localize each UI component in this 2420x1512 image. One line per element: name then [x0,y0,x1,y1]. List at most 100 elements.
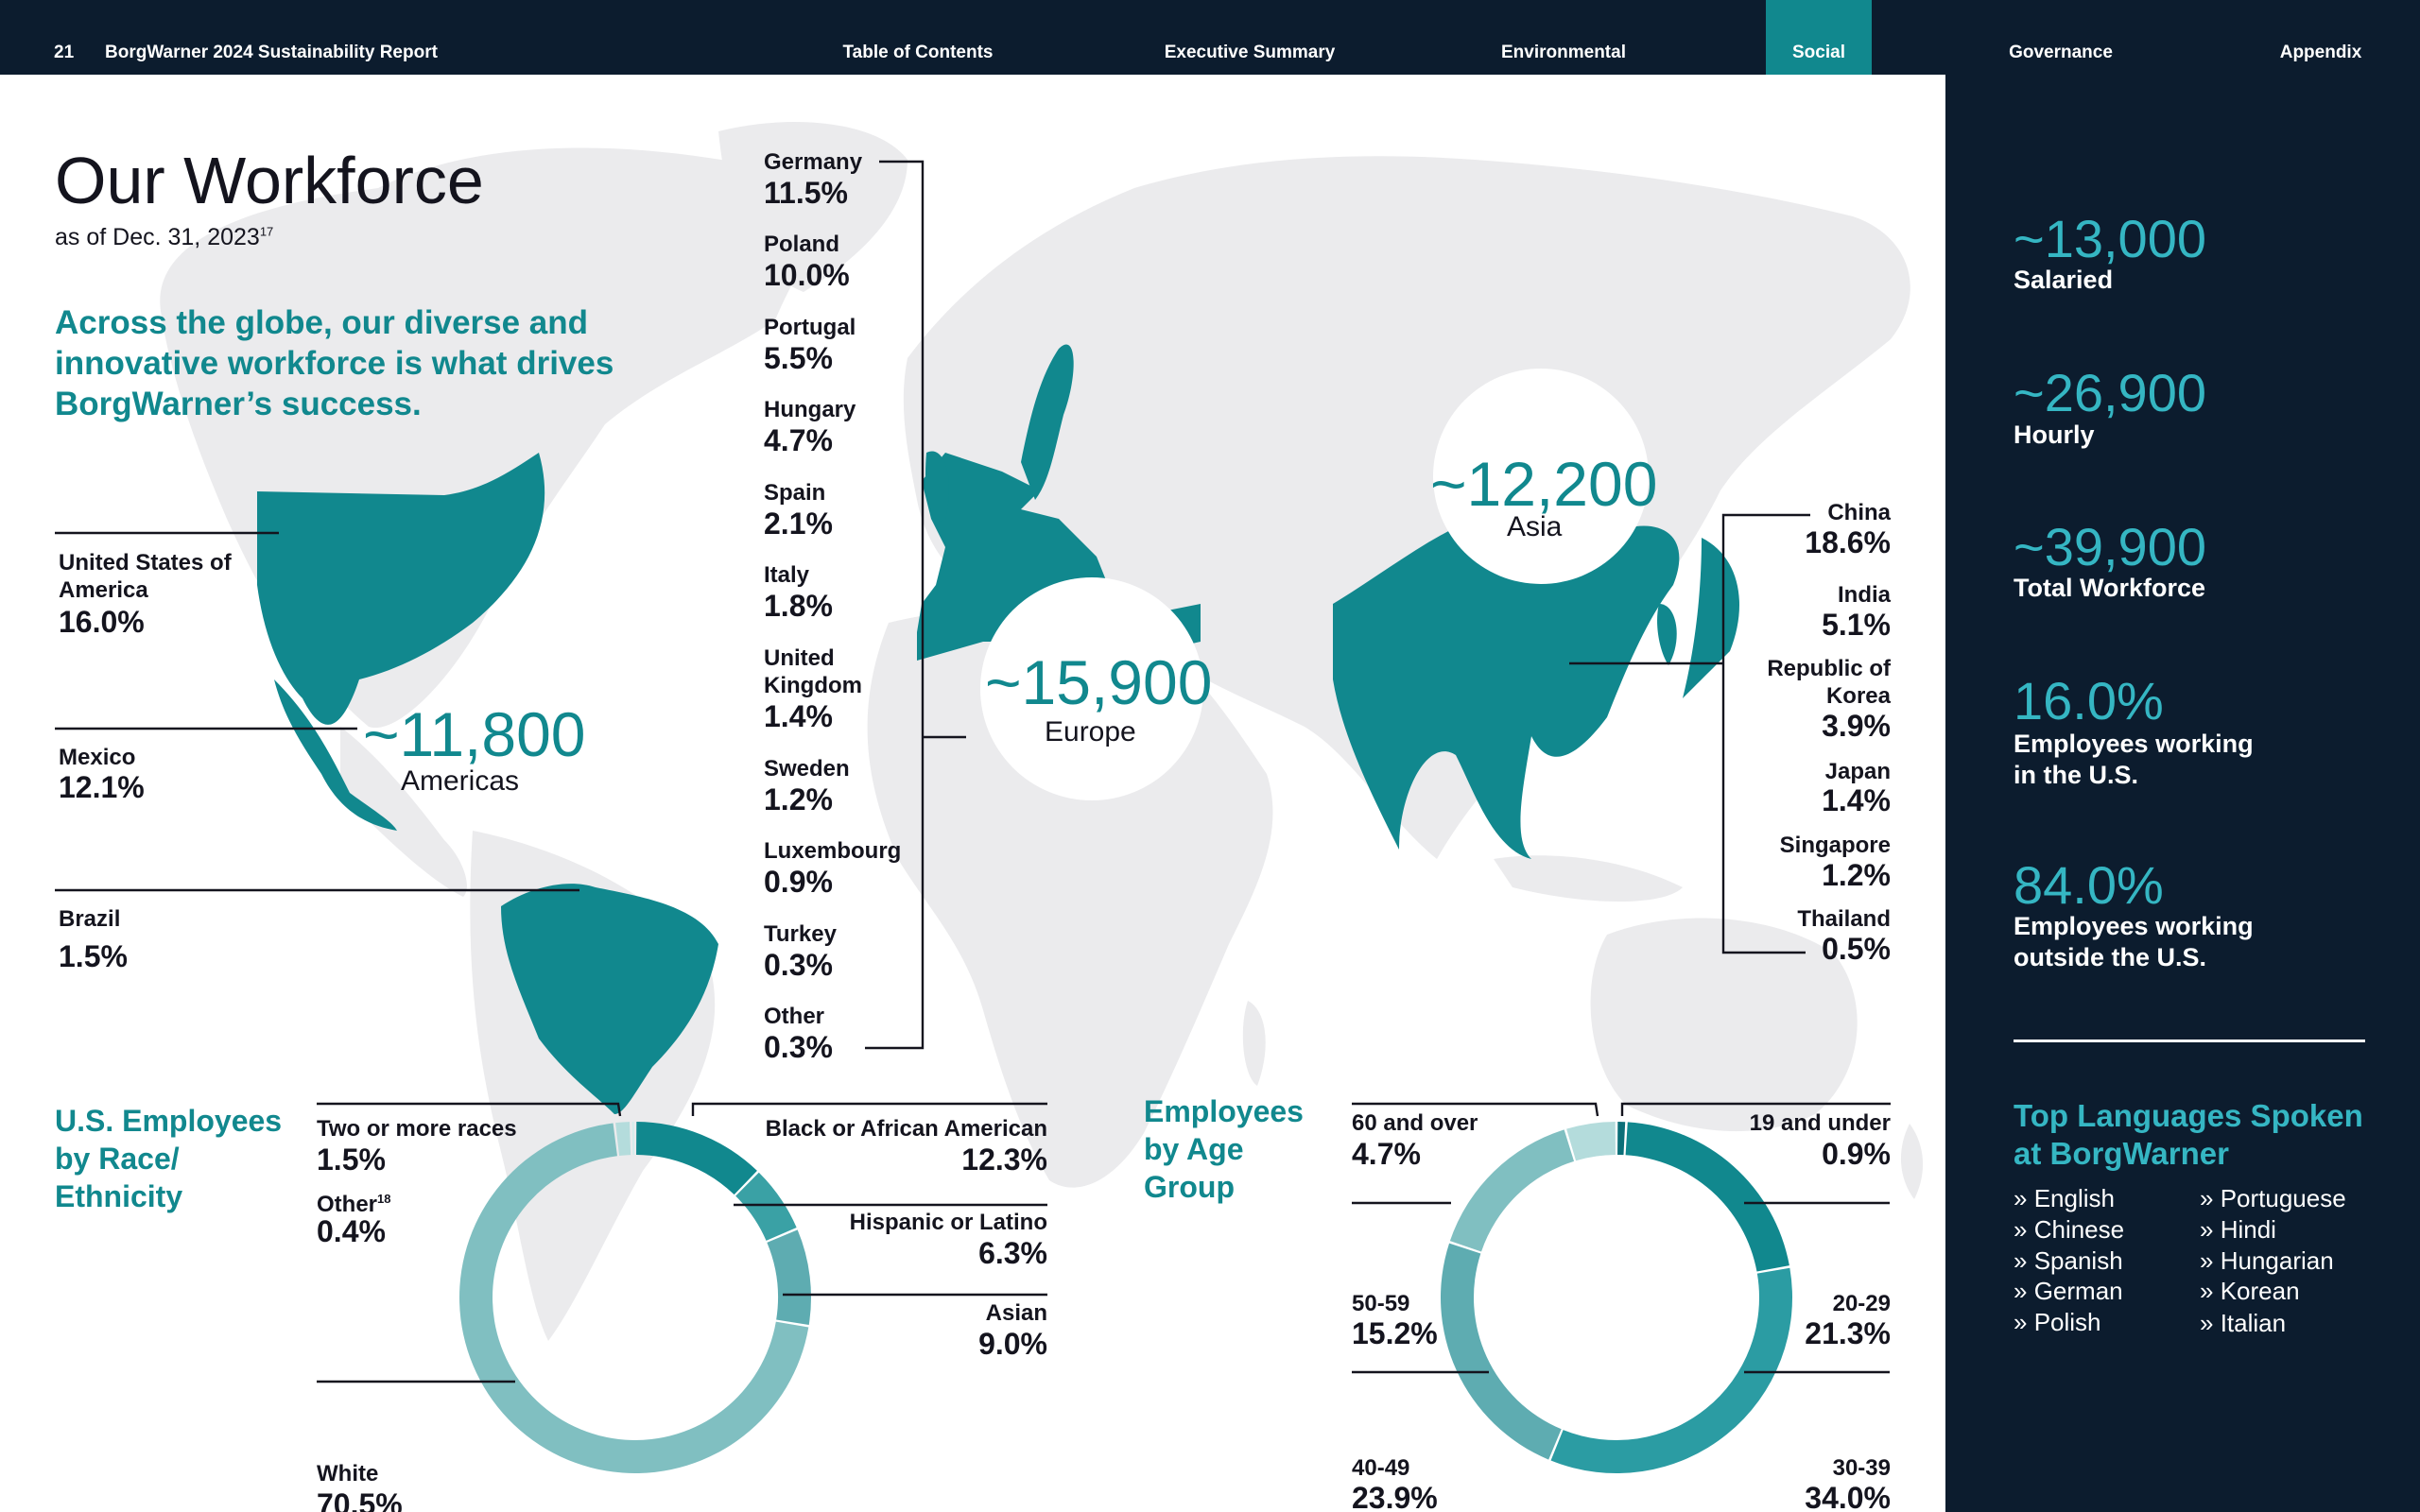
race-value-hispanic: 6.3% [978,1236,1047,1270]
age-label-20-29: 20-29 [1832,1291,1891,1316]
americas-count: ~11,800 [363,699,586,769]
europe-count: ~15,900 [985,647,1213,717]
asia-count: ~12,200 [1430,449,1658,519]
country-label-china: China [1827,500,1891,525]
country-value-singapore: 1.2% [1822,858,1891,892]
country-value-china: 18.6% [1805,525,1891,559]
country-label-usa: United States of America [59,550,232,603]
country-value-turkey: 0.3% [764,948,833,982]
country-label-korea: Republic of Korea [1767,656,1891,709]
report-title: BorgWarner 2024 Sustainability Report [105,43,438,62]
language-name: Italian [2220,1309,2287,1337]
bullet-icon: » [2014,1184,2028,1212]
country-label-poland: Poland [764,232,840,257]
country-label-brazil: Brazil [59,906,121,932]
bullet-icon: » [2014,1215,2028,1244]
nav-environmental[interactable]: Environmental [1501,43,1626,62]
side-stats-panel: ~13,000 Salaried ~26,900 Hourly ~39,900 … [1945,75,2420,1512]
race-value-asian: 9.0% [978,1327,1047,1361]
language-item: » Korean [2200,1277,2300,1306]
age-value-19-and-under: 0.9% [1822,1137,1891,1171]
race-label-other-text: Other [317,1192,378,1217]
americas-region-label: Americas [401,765,520,797]
country-value-japan: 1.4% [1822,783,1891,817]
language-name: Hindi [2220,1215,2276,1244]
language-item: » Hungarian [2200,1246,2334,1276]
language-name: Polish [2033,1308,2101,1336]
country-label-germany: Germany [764,149,863,175]
country-label-spain: Spain [764,480,826,506]
age-section-title: Employees by Age Group [1144,1094,1304,1204]
language-item: » German [2014,1277,2123,1306]
country-value-uk: 1.4% [764,699,833,733]
bullet-icon: » [2200,1184,2214,1212]
bullet-icon: » [2014,1277,2028,1305]
stat-us-label: Employees working in the U.S. [2014,730,2254,789]
race-label-black: Black or African American [765,1116,1047,1142]
workforce-main-panel: Our Workforce as of Dec. 31, 202317 Acro… [0,75,1945,1512]
country-value-thailand: 0.5% [1822,932,1891,966]
page-title: Our Workforce [55,144,484,217]
race-value-white: 70.5% [317,1487,403,1512]
language-name: Chinese [2033,1215,2125,1244]
country-label-turkey: Turkey [764,921,837,947]
bullet-icon: » [2014,1246,2028,1275]
nav-governance[interactable]: Governance [2009,43,2113,62]
country-value-portugal: 5.5% [764,341,833,375]
intro-statement: Across the globe, our diverse and innova… [55,304,614,422]
language-name: Korean [2220,1277,2300,1305]
age-label-30-39: 30-39 [1832,1455,1891,1481]
country-label-sweden: Sweden [764,756,850,782]
nav-table-of-contents[interactable]: Table of Contents [842,43,994,62]
stat-total-value: ~39,900 [2014,517,2206,576]
country-value-india: 5.1% [1822,608,1891,642]
country-label-japan: Japan [1824,759,1891,784]
country-value-other: 0.3% [764,1030,833,1064]
stat-salaried-label: Salaried [2014,266,2114,294]
nav-appendix[interactable]: Appendix [2279,43,2362,62]
language-name: Spanish [2033,1246,2123,1275]
race-label-white: White [317,1461,379,1486]
country-label-singapore: Singapore [1779,833,1891,858]
bullet-icon: » [2014,1308,2028,1336]
country-value-sweden: 1.2% [764,782,833,816]
stat-us-value: 16.0% [2014,671,2164,730]
age-label-40-49: 40-49 [1352,1455,1410,1481]
languages-heading: Top Languages Spoken at BorgWarner [2014,1098,2363,1171]
bullet-icon: » [2200,1246,2214,1275]
language-name: German [2033,1277,2123,1305]
country-label-portugal: Portugal [764,315,856,340]
language-name: Portuguese [2220,1184,2346,1212]
language-item: » Chinese [2014,1215,2124,1245]
country-value-poland: 10.0% [764,258,850,292]
language-item: » Spanish [2014,1246,2123,1276]
age-value-60-and-over: 4.7% [1352,1137,1421,1171]
country-value-brazil: 1.5% [59,939,128,973]
bullet-icon: » [2200,1215,2214,1244]
country-label-india: India [1837,582,1891,608]
race-label-two-or-more: Two or more races [317,1116,517,1142]
subtitle-text: as of Dec. 31, 2023 [55,224,260,250]
race-label-asian: Asian [985,1300,1047,1326]
page-subtitle: as of Dec. 31, 202317 [55,224,273,251]
race-value-black: 12.3% [961,1143,1047,1177]
top-navigation-bar: 21 BorgWarner 2024 Sustainability Report… [0,0,2420,75]
race-label-other: Other18 [317,1185,390,1218]
nav-executive-summary[interactable]: Executive Summary [1164,43,1336,62]
stat-total-label: Total Workforce [2014,574,2206,602]
race-value-other: 0.4% [317,1214,386,1248]
age-label-19-and-under: 19 and under [1749,1110,1891,1136]
race-other-footnote: 18 [377,1192,391,1206]
bullet-icon: » [2200,1309,2214,1337]
asia-region-label: Asia [1507,511,1563,542]
age-value-40-49: 23.9% [1352,1481,1438,1512]
bullet-icon: » [2200,1277,2214,1305]
age-value-50-59: 15.2% [1352,1316,1438,1350]
language-item: » Hindi [2200,1215,2276,1245]
age-label-60-and-over: 60 and over [1352,1110,1478,1136]
race-value-two-or-more: 1.5% [317,1143,386,1177]
europe-region-label: Europe [1045,716,1136,747]
country-label-luxembourg: Luxembourg [764,838,902,864]
stat-outside-us-value: 84.0% [2014,855,2164,915]
nav-social[interactable]: Social [1766,0,1872,75]
